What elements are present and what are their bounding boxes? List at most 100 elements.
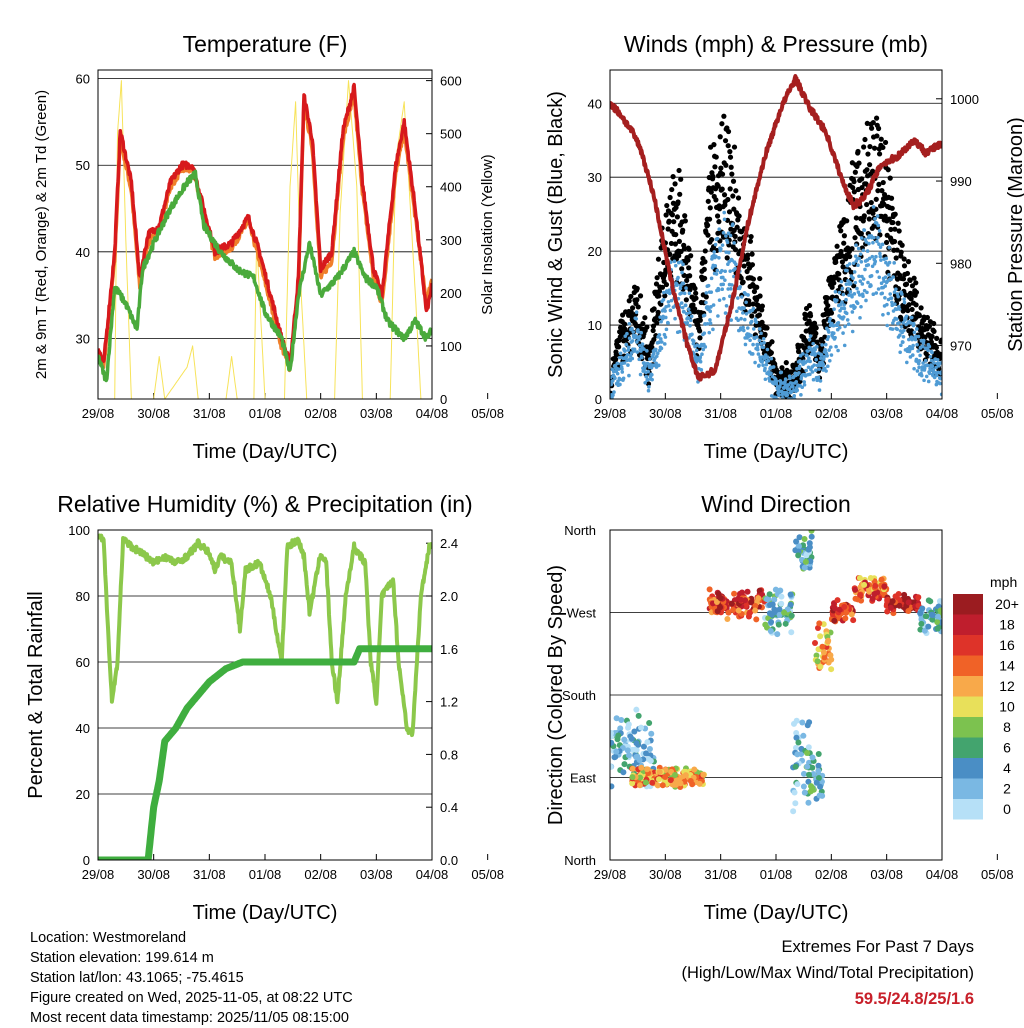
wind-point [865,249,870,253]
gust-point [880,179,886,186]
wind-point [927,344,932,349]
direction-point [638,724,645,731]
wind-point [729,318,733,322]
wind-point [839,279,844,284]
gust-point [847,253,853,260]
wind-point [887,245,892,250]
direction-point [610,739,615,746]
gust-point [807,313,814,319]
wind-point [844,311,849,316]
wind-point [795,388,800,393]
y2-tick-label: 600 [440,74,462,89]
gust-point [718,165,724,171]
direction-point [896,602,903,609]
gust-point [708,189,714,195]
direction-point [778,600,785,607]
wind-point [774,382,779,386]
wind-point [667,291,672,296]
direction-point [815,775,822,782]
gust-point [924,314,930,321]
legend-label: 0 [1003,801,1011,817]
gust-point [814,339,820,345]
gust-point [894,276,901,282]
gust-point [861,144,867,150]
gust-point [838,228,844,234]
gust-point [701,266,707,273]
wind-point [861,277,866,281]
wind-point [728,294,732,299]
y2-tick-label: 2.4 [440,536,458,551]
gust-point [867,143,873,150]
gust-point [728,164,734,170]
direction-point [828,656,835,663]
direction-point [929,612,936,619]
direction-point [644,766,651,773]
gust-point [802,315,808,322]
wind-point [902,297,906,301]
y-tick-label: 0 [595,392,602,407]
gust-point [892,211,898,217]
direction-point [905,608,912,615]
direction-point [790,720,797,727]
gust-point [675,199,681,205]
wind-point [879,281,884,286]
wind-point [897,307,902,311]
info-timestamp: Most recent data timestamp: 2025/11/05 0… [30,1010,349,1026]
gust-point [707,205,713,211]
gust-point [749,262,756,268]
gust-point [895,220,901,226]
wind-point [883,275,888,279]
direction-point [633,740,640,747]
gust-point [640,321,646,327]
wind-point [877,275,882,280]
direction-point [706,586,713,593]
wind-point [874,254,878,259]
wind-point [720,243,725,247]
wind-point [901,321,905,325]
gust-point [934,335,940,341]
gust-point [707,216,713,222]
wind-point [935,358,940,362]
wind-point [912,366,916,371]
direction-point [889,598,896,605]
gust-point [668,240,675,247]
wind-point [801,352,805,356]
wind-point [638,334,642,339]
direction-point [815,767,822,774]
wind-point [727,250,731,255]
direction-point [850,617,857,624]
wind-point [632,347,637,352]
wind-point [611,393,615,397]
gust-point [663,281,670,288]
direction-point [817,783,824,790]
wind-point [753,360,757,365]
direction-point [800,783,807,790]
wind-point [895,292,900,296]
x-tick-label: 03/08 [870,406,903,421]
wind-point [743,342,748,347]
wind-point [890,300,894,305]
direction-point [782,620,789,627]
y-axis-label: Direction (Colored By Speed) [545,565,567,825]
wind-point [834,344,838,349]
gust-point [929,333,935,339]
gust-point [712,164,718,170]
plot-area [98,533,432,860]
gust-point [645,351,651,357]
wind-point [842,303,846,307]
wind-point [847,293,851,298]
x-tick-label: 29/08 [82,406,115,421]
y2-axis-label: Station Pressure (Maroon) [1005,117,1024,352]
gust-point [813,325,819,331]
gust-point [900,308,906,314]
wind-point [658,315,662,319]
gust-point [714,213,721,219]
wind-point [866,263,871,267]
direction-point [809,754,816,761]
y-tick-label: 100 [68,523,90,538]
gust-point [717,134,723,140]
wind-point [744,300,748,305]
wind-point [741,325,745,330]
wind-point [807,356,811,360]
gust-point [750,301,756,307]
